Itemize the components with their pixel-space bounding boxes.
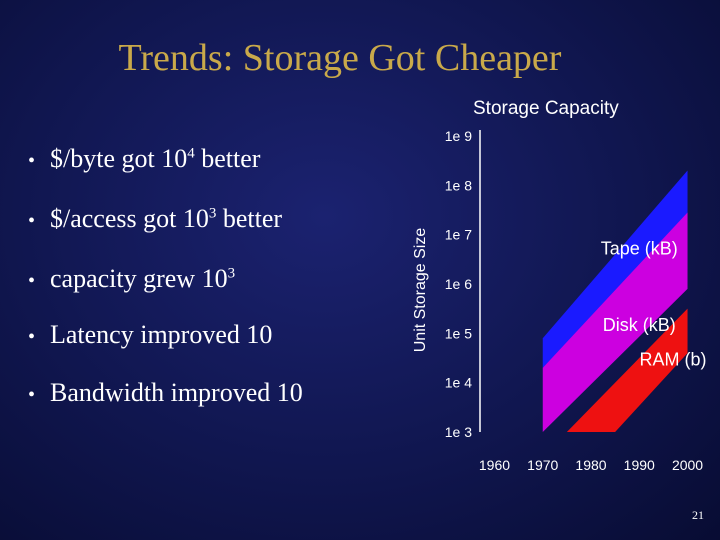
bullet-text: Latency improved 10 xyxy=(50,320,273,349)
slide-title: Trends: Storage Got Cheaper xyxy=(118,37,562,79)
series-label: Disk (kB) xyxy=(603,315,676,335)
bullet-item: • $/byte got 104 better xyxy=(28,144,260,174)
bullet-icon: • xyxy=(28,269,36,292)
series-areas xyxy=(542,170,688,432)
series-area-ram-b xyxy=(566,308,688,432)
bullet-item: • Bandwidth improved 10 xyxy=(28,378,303,408)
x-tick-labels: 1960 1970 1980 1990 2000 xyxy=(479,457,703,473)
y-tick-label: 1e 9 xyxy=(445,128,472,144)
y-tick-label: 1e 8 xyxy=(445,177,472,193)
bullet-suffix: better xyxy=(216,204,283,233)
x-tick-label: 1960 xyxy=(479,457,510,473)
bullet-item: • $/access got 103 better xyxy=(28,204,282,234)
bullet-exponent: 3 xyxy=(208,205,217,222)
y-tick-label: 1e 5 xyxy=(445,325,472,341)
series-area-tape-kb xyxy=(542,170,688,368)
bullet-text: $/access got 10 xyxy=(50,204,209,233)
bullet-text: $/byte got 10 xyxy=(50,144,188,173)
bullet-exponent: 3 xyxy=(227,265,236,282)
chart-title: Storage Capacity xyxy=(473,98,619,119)
bullet-exponent: 4 xyxy=(187,145,195,162)
bullet-item: • capacity grew 103 xyxy=(28,264,235,294)
series-label: RAM (b) xyxy=(640,349,707,369)
slide-number: 21 xyxy=(692,508,704,522)
series-labels: Tape (kB) Disk (kB) RAM (b) xyxy=(601,238,707,369)
x-tick-label: 1990 xyxy=(624,457,655,473)
bullet-icon: • xyxy=(28,149,36,172)
y-tick-label: 1e 7 xyxy=(445,227,472,243)
y-tick-label: 1e 6 xyxy=(445,276,472,292)
x-tick-label: 1980 xyxy=(575,457,606,473)
bullet-icon: • xyxy=(28,383,36,406)
bullet-text: Bandwidth improved 10 xyxy=(50,378,303,407)
bullet-item: • Latency improved 10 xyxy=(28,320,272,350)
y-tick-labels: 1e 9 1e 8 1e 7 1e 6 1e 5 1e 4 1e 3 xyxy=(445,128,472,440)
x-tick-label: 2000 xyxy=(672,457,703,473)
bullet-icon: • xyxy=(28,325,36,348)
bullet-icon: • xyxy=(28,209,36,232)
series-area-disk-kb xyxy=(542,212,688,432)
series-label: Tape (kB) xyxy=(601,238,678,258)
x-tick-label: 1970 xyxy=(527,457,558,473)
y-tick-label: 1e 4 xyxy=(445,375,472,391)
y-tick-label: 1e 3 xyxy=(445,424,472,440)
bullet-text: capacity grew 10 xyxy=(50,264,228,293)
bullet-suffix: better xyxy=(194,144,261,173)
